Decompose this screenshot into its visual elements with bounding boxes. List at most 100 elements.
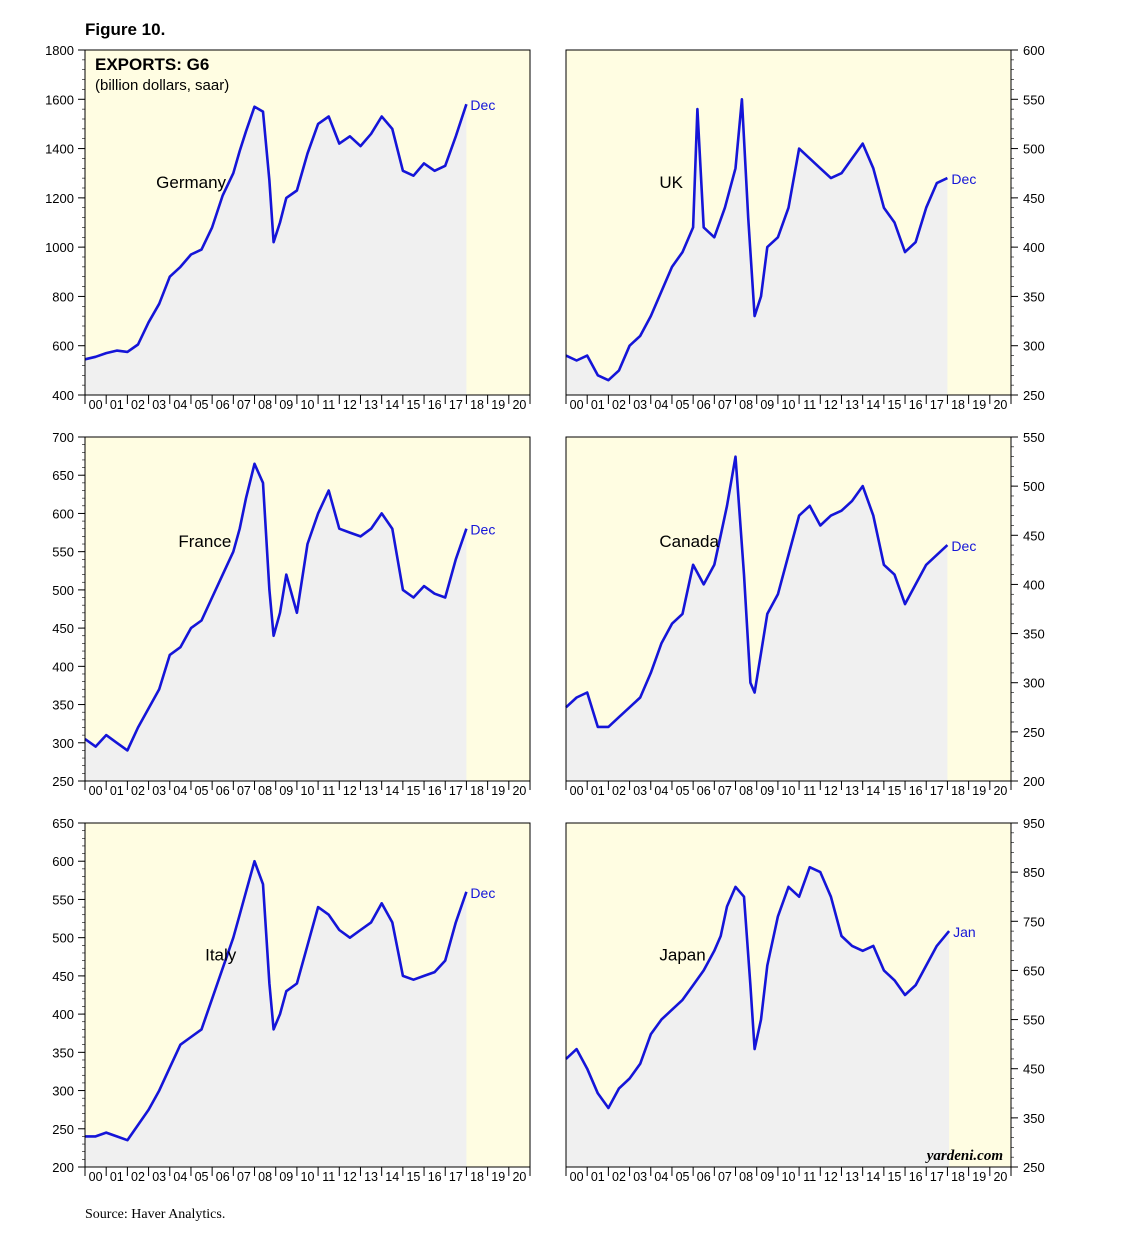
end-label: Jan bbox=[953, 924, 976, 940]
y-tick-label: 600 bbox=[52, 854, 74, 869]
x-tick-label: 10 bbox=[301, 1170, 315, 1184]
chart-subtitle: (billion dollars, saar) bbox=[95, 77, 229, 94]
x-tick-label: 01 bbox=[110, 398, 124, 412]
x-tick-label: 06 bbox=[697, 1170, 711, 1184]
y-tick-label: 400 bbox=[1023, 577, 1045, 592]
x-tick-label: 20 bbox=[993, 784, 1007, 798]
x-tick-label: 18 bbox=[951, 784, 965, 798]
x-tick-label: 11 bbox=[322, 1170, 335, 1184]
x-tick-label: 17 bbox=[930, 398, 944, 412]
y-tick-label: 250 bbox=[52, 1122, 74, 1137]
x-tick-label: 13 bbox=[364, 784, 378, 798]
x-tick-label: 06 bbox=[216, 398, 230, 412]
series-line-japan bbox=[565, 865, 951, 1110]
y-tick-label: 300 bbox=[52, 1084, 74, 1099]
y-tick-label: 400 bbox=[52, 388, 74, 403]
y-tick-label: 500 bbox=[1023, 142, 1045, 157]
x-tick-label: 07 bbox=[237, 398, 251, 412]
end-label: Dec bbox=[951, 538, 976, 554]
x-tick-label: 04 bbox=[654, 1170, 668, 1184]
x-tick-label: 02 bbox=[131, 1170, 145, 1184]
x-tick-label: 17 bbox=[449, 398, 463, 412]
x-tick-label: 09 bbox=[279, 1170, 293, 1184]
y-tick-label: 750 bbox=[1023, 914, 1045, 929]
y-tick-label: 550 bbox=[1023, 430, 1045, 445]
y-tick-label: 350 bbox=[1023, 627, 1045, 642]
watermark: yardeni.com bbox=[925, 1148, 1003, 1164]
y-tick-label: 200 bbox=[1023, 774, 1045, 789]
x-tick-label: 10 bbox=[782, 784, 796, 798]
x-tick-label: 19 bbox=[972, 1170, 986, 1184]
y-tick-label: 600 bbox=[52, 339, 74, 354]
y-tick-label: 250 bbox=[1023, 725, 1045, 740]
x-tick-label: 08 bbox=[258, 1170, 272, 1184]
x-tick-label: 04 bbox=[173, 784, 187, 798]
series-label: Japan bbox=[659, 946, 705, 965]
x-tick-label: 09 bbox=[760, 398, 774, 412]
x-tick-label: 06 bbox=[216, 784, 230, 798]
x-tick-label: 05 bbox=[676, 398, 690, 412]
source-note: Source: Haver Analytics. bbox=[85, 1207, 226, 1222]
x-tick-label: 10 bbox=[301, 398, 315, 412]
x-tick-label: 05 bbox=[195, 784, 209, 798]
x-tick-label: 03 bbox=[633, 1170, 647, 1184]
plot-frame bbox=[565, 49, 1012, 396]
x-tick-label: 02 bbox=[612, 1170, 626, 1184]
x-tick-label: 14 bbox=[385, 1170, 399, 1184]
series-line-uk bbox=[565, 98, 948, 382]
x-tick-label: 13 bbox=[364, 1170, 378, 1184]
chart-panel-canada: 200 250 300 350 400 450 500 550 00 01 02 03 04 05 06 07… bbox=[565, 430, 1045, 798]
x-tick-label: 01 bbox=[110, 784, 124, 798]
x-tick-label: 14 bbox=[866, 398, 880, 412]
x-tick-label: 15 bbox=[406, 784, 420, 798]
series-line-france bbox=[84, 462, 468, 752]
y-tick-label: 700 bbox=[52, 430, 74, 445]
x-tick-label: 10 bbox=[782, 1170, 796, 1184]
series-line-germany bbox=[84, 103, 468, 361]
y-tick-label: 300 bbox=[1023, 676, 1045, 691]
x-tick-label: 08 bbox=[739, 784, 753, 798]
series-label: France bbox=[178, 532, 231, 551]
y-tick-label: 550 bbox=[52, 545, 74, 560]
area-fill-uk bbox=[566, 99, 948, 396]
x-tick-label: 10 bbox=[782, 398, 796, 412]
x-tick-label: 12 bbox=[824, 784, 838, 798]
x-tick-label: 14 bbox=[866, 1170, 880, 1184]
x-tick-label: 02 bbox=[131, 784, 145, 798]
y-tick-label: 350 bbox=[1023, 289, 1045, 304]
x-tick-label: 16 bbox=[428, 784, 442, 798]
x-tick-label: 06 bbox=[697, 784, 711, 798]
x-tick-label: 02 bbox=[612, 398, 626, 412]
x-tick-label: 02 bbox=[131, 398, 145, 412]
end-label: Dec bbox=[470, 885, 495, 901]
x-tick-label: 08 bbox=[258, 784, 272, 798]
x-tick-label: 15 bbox=[887, 398, 901, 412]
x-tick-label: 15 bbox=[406, 1170, 420, 1184]
plot-frame bbox=[565, 436, 1012, 782]
series-line-italy bbox=[85, 859, 468, 1142]
series-label: Germany bbox=[156, 173, 226, 192]
y-tick-label: 950 bbox=[1023, 816, 1045, 831]
x-tick-label: 11 bbox=[803, 398, 816, 412]
x-tick-label: 20 bbox=[993, 398, 1007, 412]
x-tick-label: 19 bbox=[491, 784, 505, 798]
y-tick-label: 400 bbox=[1023, 240, 1045, 255]
x-tick-label: 16 bbox=[428, 398, 442, 412]
x-tick-label: 04 bbox=[173, 398, 187, 412]
end-label: Dec bbox=[470, 97, 495, 113]
x-tick-label: 19 bbox=[972, 398, 986, 412]
x-tick-label: 00 bbox=[89, 784, 103, 798]
x-tick-label: 03 bbox=[152, 398, 166, 412]
y-tick-label: 450 bbox=[1023, 1062, 1045, 1077]
y-tick-label: 600 bbox=[52, 506, 74, 521]
plot-frame bbox=[565, 822, 1012, 1168]
chart-title: EXPORTS: G6 bbox=[95, 55, 209, 74]
x-tick-label: 13 bbox=[845, 398, 859, 412]
y-tick-label: 450 bbox=[1023, 191, 1045, 206]
x-tick-label: 20 bbox=[512, 398, 526, 412]
y-tick-label: 250 bbox=[1023, 388, 1045, 403]
y-tick-label: 1400 bbox=[45, 142, 74, 157]
x-tick-label: 12 bbox=[824, 1170, 838, 1184]
x-tick-label: 16 bbox=[909, 1170, 923, 1184]
x-tick-label: 05 bbox=[676, 784, 690, 798]
